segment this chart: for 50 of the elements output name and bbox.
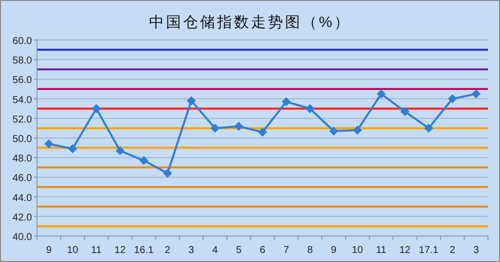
y-tick-label: 52.0 [12,114,32,126]
point [163,168,172,178]
y-tick-label: 58.0 [12,56,32,67]
x-tick-label: 3 [473,245,480,256]
x-tick-label: 2 [450,245,456,256]
x-tick-label: 12 [114,245,126,256]
point [282,97,291,106]
x-tick-label: 9 [330,245,337,256]
x-tick-label: 10 [67,245,79,256]
point [305,104,314,114]
y-tick-label: 40.0 [12,232,32,243]
point [424,124,434,133]
point [186,96,196,106]
y-tick-label: 54.0 [12,94,32,106]
y-tick-label: 42.0 [12,212,32,224]
x-tick-label: 6 [260,245,266,256]
point [448,94,457,104]
x-tick-label: 7 [283,245,290,256]
x-tick-label: 11 [91,245,102,256]
point [329,126,338,136]
x-tick-label: 8 [307,245,314,256]
x-tick-label: 3 [188,245,195,256]
y-tick-label: 56.0 [12,75,32,86]
chart-title: 中国仓储指数走势图（%） [148,14,352,31]
y-tick-label: 44.0 [12,192,32,204]
point [234,122,244,131]
x-tick-label: 12 [399,245,411,256]
x-tick-label: 4 [212,245,218,256]
point [352,126,362,135]
y-tick-label: 60.0 [12,36,32,47]
x-tick-label: 16.1 [134,245,154,256]
x-tick-label: 10 [352,245,364,256]
y-tick-label: 50.0 [12,134,32,145]
x-tick-label: 11 [376,245,387,256]
y-tick-label: 48.0 [12,154,32,165]
x-tick-label: 9 [46,245,52,256]
point [376,89,386,98]
point [116,146,125,156]
point [44,139,54,148]
point [92,104,101,114]
point [400,107,410,116]
point [472,89,481,98]
point [139,156,148,166]
point [258,128,267,137]
point [68,144,78,154]
x-tick-label: 2 [164,245,171,256]
point [210,124,220,133]
y-tick-label: 46.0 [12,173,32,184]
x-tick-label: 5 [236,245,242,256]
x-tick-label: 17.1 [418,245,439,256]
